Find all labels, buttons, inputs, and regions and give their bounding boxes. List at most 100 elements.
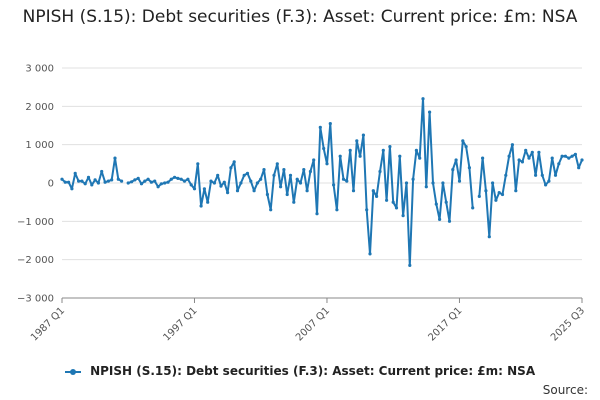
data-point[interactable]: [130, 180, 134, 184]
data-point[interactable]: [497, 191, 501, 195]
data-point[interactable]: [126, 181, 130, 185]
data-point[interactable]: [199, 204, 203, 208]
data-point[interactable]: [517, 158, 521, 162]
data-point[interactable]: [60, 177, 64, 181]
data-point[interactable]: [328, 122, 332, 126]
data-point[interactable]: [186, 177, 190, 181]
data-point[interactable]: [451, 168, 455, 172]
data-point[interactable]: [368, 252, 372, 256]
data-point[interactable]: [404, 181, 409, 185]
data-point[interactable]: [86, 175, 91, 179]
data-point[interactable]: [269, 208, 273, 212]
data-point[interactable]: [398, 154, 402, 158]
data-point[interactable]: [477, 194, 481, 198]
data-point[interactable]: [510, 143, 514, 147]
data-point[interactable]: [146, 177, 150, 181]
data-point[interactable]: [553, 173, 558, 177]
data-point[interactable]: [385, 198, 389, 202]
data-point[interactable]: [441, 181, 445, 185]
data-point[interactable]: [434, 202, 438, 206]
data-point[interactable]: [279, 185, 283, 189]
data-point[interactable]: [375, 194, 379, 198]
data-point[interactable]: [345, 179, 349, 183]
data-point[interactable]: [312, 158, 316, 162]
data-point[interactable]: [153, 179, 157, 183]
data-point[interactable]: [136, 176, 140, 180]
data-point[interactable]: [534, 173, 538, 177]
data-point[interactable]: [73, 171, 77, 175]
data-point[interactable]: [388, 145, 392, 149]
data-point[interactable]: [520, 160, 525, 164]
data-point[interactable]: [80, 179, 84, 183]
data-point[interactable]: [232, 160, 236, 164]
data-point[interactable]: [424, 185, 428, 189]
data-point[interactable]: [206, 200, 210, 204]
data-point[interactable]: [100, 169, 104, 174]
data-point[interactable]: [103, 180, 107, 184]
data-point[interactable]: [457, 179, 462, 183]
data-point[interactable]: [431, 181, 435, 185]
data-point[interactable]: [70, 187, 74, 191]
data-point[interactable]: [391, 200, 395, 204]
data-point[interactable]: [325, 162, 329, 166]
data-point[interactable]: [282, 168, 286, 172]
data-point[interactable]: [378, 169, 382, 174]
data-point[interactable]: [567, 156, 571, 160]
data-point[interactable]: [285, 192, 289, 197]
data-point[interactable]: [537, 150, 541, 154]
data-point[interactable]: [192, 187, 197, 191]
data-point[interactable]: [332, 183, 336, 187]
data-point[interactable]: [524, 148, 528, 152]
data-point[interactable]: [113, 156, 117, 160]
data-point[interactable]: [173, 175, 177, 179]
data-point[interactable]: [239, 181, 243, 185]
data-point[interactable]: [272, 173, 276, 177]
data-point[interactable]: [401, 214, 405, 218]
data-point[interactable]: [544, 183, 548, 187]
data-point[interactable]: [143, 179, 147, 183]
data-point[interactable]: [540, 173, 544, 177]
data-point[interactable]: [570, 154, 574, 158]
data-point[interactable]: [298, 181, 303, 185]
data-point[interactable]: [179, 177, 183, 181]
data-point[interactable]: [249, 179, 253, 183]
data-point[interactable]: [163, 181, 167, 185]
data-point[interactable]: [484, 189, 488, 193]
data-point[interactable]: [504, 173, 508, 177]
data-point[interactable]: [305, 189, 309, 193]
data-point[interactable]: [491, 181, 495, 185]
data-point[interactable]: [444, 200, 448, 204]
data-point[interactable]: [421, 97, 425, 101]
data-point[interactable]: [110, 178, 114, 182]
data-point[interactable]: [577, 166, 581, 170]
data-point[interactable]: [348, 148, 352, 152]
data-point[interactable]: [371, 189, 375, 193]
data-point[interactable]: [308, 169, 312, 174]
data-point[interactable]: [182, 179, 187, 183]
data-point[interactable]: [341, 177, 346, 181]
data-point[interactable]: [265, 192, 269, 197]
data-point[interactable]: [302, 168, 306, 172]
data-point[interactable]: [467, 166, 471, 170]
data-point[interactable]: [83, 182, 87, 186]
data-point[interactable]: [255, 181, 259, 185]
data-point[interactable]: [361, 133, 365, 137]
data-point[interactable]: [133, 178, 137, 182]
data-point[interactable]: [209, 179, 213, 183]
data-point[interactable]: [414, 148, 418, 152]
data-point[interactable]: [106, 179, 110, 183]
data-point[interactable]: [507, 154, 511, 158]
data-point[interactable]: [245, 171, 250, 175]
data-point[interactable]: [563, 154, 568, 158]
data-point[interactable]: [189, 183, 193, 187]
data-point[interactable]: [527, 156, 531, 160]
data-point[interactable]: [381, 148, 385, 152]
data-point[interactable]: [139, 182, 144, 186]
data-point[interactable]: [580, 158, 584, 162]
data-point[interactable]: [120, 179, 124, 183]
data-point[interactable]: [159, 182, 163, 186]
data-point[interactable]: [219, 184, 223, 188]
data-point[interactable]: [494, 198, 498, 202]
data-point[interactable]: [169, 177, 173, 181]
data-point[interactable]: [550, 156, 554, 160]
